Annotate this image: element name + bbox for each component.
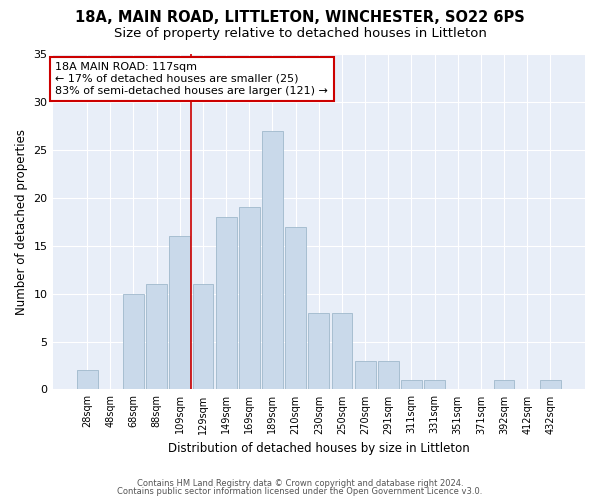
Text: Size of property relative to detached houses in Littleton: Size of property relative to detached ho… xyxy=(113,28,487,40)
Bar xyxy=(378,360,398,390)
Y-axis label: Number of detached properties: Number of detached properties xyxy=(15,128,28,314)
Text: Contains HM Land Registry data © Crown copyright and database right 2024.: Contains HM Land Registry data © Crown c… xyxy=(137,478,463,488)
Bar xyxy=(146,284,167,390)
Bar xyxy=(308,313,329,390)
Bar xyxy=(123,294,144,390)
Bar xyxy=(193,284,214,390)
Bar xyxy=(424,380,445,390)
Bar xyxy=(216,217,236,390)
X-axis label: Distribution of detached houses by size in Littleton: Distribution of detached houses by size … xyxy=(168,442,470,455)
Text: Contains public sector information licensed under the Open Government Licence v3: Contains public sector information licen… xyxy=(118,487,482,496)
Bar xyxy=(262,130,283,390)
Text: 18A, MAIN ROAD, LITTLETON, WINCHESTER, SO22 6PS: 18A, MAIN ROAD, LITTLETON, WINCHESTER, S… xyxy=(75,10,525,25)
Bar xyxy=(285,226,306,390)
Bar xyxy=(77,370,98,390)
Text: 18A MAIN ROAD: 117sqm
← 17% of detached houses are smaller (25)
83% of semi-deta: 18A MAIN ROAD: 117sqm ← 17% of detached … xyxy=(55,62,328,96)
Bar xyxy=(239,208,260,390)
Bar xyxy=(355,360,376,390)
Bar xyxy=(494,380,514,390)
Bar xyxy=(169,236,190,390)
Bar xyxy=(401,380,422,390)
Bar xyxy=(332,313,352,390)
Bar xyxy=(540,380,561,390)
